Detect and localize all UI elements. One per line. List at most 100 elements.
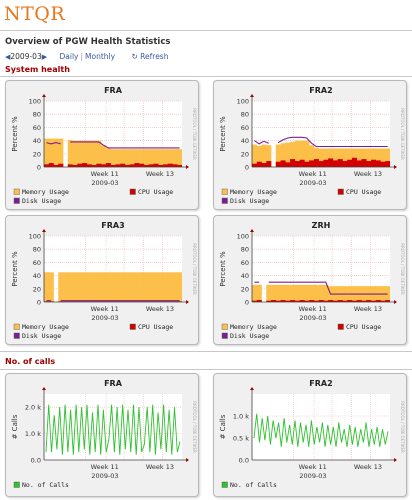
memory-usage-bar (101, 145, 107, 167)
legend-swatch (129, 323, 136, 330)
y-tick-label: 80 (33, 111, 41, 119)
cpu-usage-bar (313, 300, 319, 302)
legend-label: No. of Calls (230, 481, 277, 489)
legend-label: Memory Usage (22, 323, 69, 331)
memory-usage-bar (143, 149, 149, 167)
memory-usage-bar (63, 272, 69, 302)
legend-label: Memory Usage (230, 323, 277, 331)
cpu-usage-bar (328, 300, 334, 302)
memory-usage-bar (86, 272, 92, 302)
cpu-usage-bar (275, 300, 281, 302)
legend-swatch (221, 323, 228, 330)
plot-marks (44, 138, 182, 167)
memory-usage-bar (105, 272, 111, 302)
disk-usage-line (70, 141, 180, 149)
chart-panel-calls-fra2: FRA2 1.0 k 0.5 k 0.0 # Calls RRDTOOL / TOBI O… (213, 373, 407, 497)
legend-swatch (129, 188, 136, 195)
y-tick-label: 100 (237, 233, 249, 241)
cpu-usage-bar (280, 300, 286, 302)
plot-marks (252, 136, 390, 167)
period-label: 2009-03 (10, 52, 42, 61)
y-axis-label: Percent % (11, 116, 19, 152)
memory-usage-bar (129, 272, 135, 302)
y-tick-label: 0.0 (239, 457, 249, 465)
memory-usage-bar (148, 149, 154, 167)
cpu-usage-bar (148, 164, 154, 167)
memory-usage-bar (177, 149, 182, 167)
chart-zrh: ZRH 100 80 60 40 20 0 Percent % RRDTOOL / TOBI O… (219, 221, 405, 340)
memory-usage-bar (304, 284, 310, 302)
memory-usage-bar (153, 272, 159, 302)
cpu-usage-bar (318, 161, 324, 167)
cpu-usage-bar (309, 160, 315, 167)
cpu-usage-bar (347, 300, 353, 302)
x-axis-arrow-icon (394, 458, 397, 462)
app-logo: NTQR (4, 3, 66, 25)
x-tick-label: Week 13 (354, 463, 382, 471)
prev-period-icon[interactable]: ◀ (5, 53, 11, 61)
memory-usage-bar (82, 272, 88, 302)
y-tick-label: 80 (33, 246, 41, 254)
refresh-button[interactable]: ↻ Refresh (131, 52, 168, 61)
memory-usage-bar (299, 284, 305, 302)
y-tick-label: 2.0 k (25, 404, 41, 412)
chart-title: FRA2 (309, 379, 332, 388)
legend-label: Disk Usage (22, 332, 61, 340)
y-tick-label: 20 (241, 150, 249, 158)
memory-usage-bar (385, 286, 390, 302)
x-tick-label: Week 11 (91, 170, 119, 178)
memory-usage-bar (115, 149, 121, 167)
cpu-usage-bar (285, 300, 291, 302)
cpu-usage-bar (139, 163, 145, 167)
legend-swatch (221, 481, 228, 488)
y-tick-label: 40 (241, 137, 249, 145)
chart-panel-calls-fra: FRA 2.0 k 1.0 k 0.0 # Calls RRDTOOL / TOBI OE… (5, 373, 199, 497)
memory-usage-bar (58, 272, 64, 302)
memory-usage-bar (72, 140, 78, 167)
plot-marks (45, 404, 181, 455)
memory-usage-bar (48, 272, 54, 302)
cpu-usage-bar (290, 159, 296, 167)
cpu-usage-bar (294, 161, 300, 167)
chart-calls-fra: FRA 2.0 k 1.0 k 0.0 # Calls RRDTOOL / TOBI OE… (11, 379, 197, 489)
cpu-usage-bar (266, 300, 272, 302)
next-period-icon[interactable]: ▶ (41, 53, 48, 61)
cpu-usage-bar (275, 161, 281, 167)
memory-usage-bar (318, 148, 324, 167)
cpu-usage-bar (380, 300, 386, 302)
cpu-usage-bar (58, 163, 64, 167)
cpu-usage-bar (177, 165, 182, 167)
memory-usage-bar (167, 272, 173, 302)
memory-usage-bar (370, 148, 377, 167)
cpu-usage-bar (91, 165, 97, 167)
memory-usage-bar (304, 140, 310, 167)
cpu-usage-bar (134, 163, 140, 167)
rrdtool-watermark: RRDTOOL / TOBI OETIKER (400, 108, 405, 160)
y-tick-label: 80 (241, 111, 249, 119)
cpu-usage-bar (332, 160, 338, 167)
memory-usage-bar (313, 284, 319, 302)
cpu-usage-bar (158, 165, 164, 167)
period-controls: ◀2009-03▶ Daily | Monthly ↻ Refresh (5, 52, 168, 61)
x-axis-label: 2009-03 (299, 179, 326, 187)
memory-usage-bar (139, 149, 145, 167)
memory-usage-bar (385, 148, 390, 167)
rrdtool-watermark: RRDTOOL / TOBI OETIKER (400, 401, 405, 453)
refresh-icon: ↻ (131, 52, 138, 61)
chart-panel-fra2: FRA2 100 80 60 40 20 0 Percent % RRDTOOL / TOBI … (213, 80, 407, 210)
y-tick-label: 60 (241, 124, 249, 132)
calls-divider-top (0, 351, 412, 352)
y-axis-label: Percent % (11, 251, 19, 287)
y-tick-label: 60 (241, 259, 249, 267)
plot-marks (44, 272, 182, 302)
y-tick-label: 20 (33, 150, 41, 158)
memory-usage-bar (313, 147, 319, 167)
cpu-usage-bar (366, 161, 372, 167)
y-axis-label: Percent % (219, 116, 227, 152)
memory-usage-bar (280, 143, 286, 167)
monthly-link[interactable]: Monthly (85, 52, 116, 61)
daily-link[interactable]: Daily (59, 52, 79, 61)
y-axis-arrow-icon (42, 229, 46, 232)
memory-usage-bar (120, 272, 126, 302)
y-tick-label: 40 (33, 272, 41, 280)
